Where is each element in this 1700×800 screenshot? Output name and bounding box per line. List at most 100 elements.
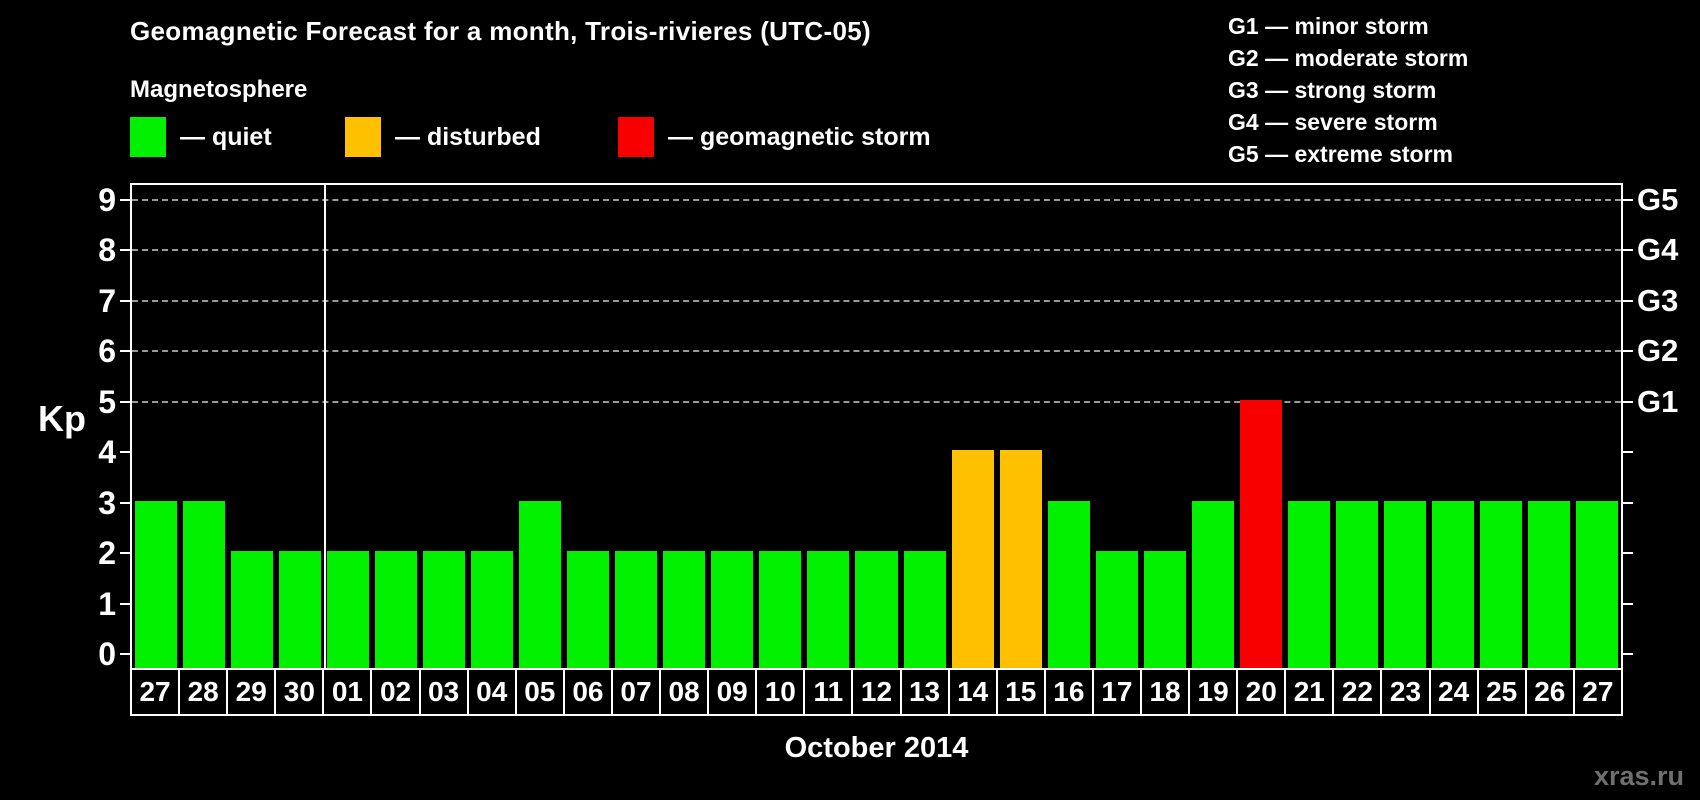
kp-tick-label: 4 — [98, 434, 116, 470]
date-cell-14: 14 — [947, 668, 998, 716]
kp-tick-label: 9 — [98, 181, 116, 218]
right-tick-kp2 — [1621, 552, 1633, 554]
kp-tick-label: 0 — [98, 636, 116, 672]
kp-bar-day-19 — [1191, 500, 1234, 668]
kp-tick-label: 5 — [98, 383, 116, 420]
date-cell-06: 06 — [562, 668, 613, 716]
g-scale-label: G1 — [1637, 383, 1679, 419]
left-tick-kp2 — [120, 552, 132, 554]
kp-bar-day-01 — [327, 551, 370, 668]
date-cell-16: 16 — [1043, 668, 1094, 716]
kp-tick-label: 2 — [98, 535, 116, 571]
kp-bar-day-27 — [135, 500, 178, 668]
g-scale-label: G3 — [1637, 282, 1679, 318]
right-tick-kp1 — [1621, 602, 1633, 605]
kp-bar-day-04 — [471, 551, 514, 668]
quiet-color-swatch — [130, 117, 166, 157]
right-tick-kp9 — [1621, 198, 1633, 201]
date-cell-27: 27 — [1572, 668, 1623, 716]
kp-bar-day-29 — [231, 551, 274, 668]
kp-bar-day-21 — [1287, 500, 1330, 668]
left-tick-kp7 — [120, 299, 132, 302]
date-cell-13: 13 — [899, 668, 950, 716]
date-cell-11: 11 — [803, 668, 854, 716]
g3-legend-line: G3 — strong storm — [1228, 77, 1437, 103]
magnetosphere-label: Magnetosphere — [130, 76, 308, 103]
magnetosphere-legend: — quiet — disturbed — geomagnetic storm — [0, 117, 1700, 159]
date-cell-20: 20 — [1236, 668, 1287, 716]
kp-tick-label: 3 — [98, 484, 116, 521]
gridline-kp8 — [132, 249, 1621, 251]
right-tick-kp8 — [1621, 249, 1633, 251]
date-cell-12: 12 — [851, 668, 902, 716]
watermark: xras.ru — [1593, 761, 1684, 791]
kp-bar-day-03 — [423, 551, 466, 668]
left-tick-kp4 — [120, 451, 132, 453]
gridline-kp5 — [132, 400, 1621, 403]
kp-bar-day-14 — [951, 450, 994, 668]
date-cell-15: 15 — [995, 668, 1046, 716]
date-cell-02: 02 — [370, 668, 421, 716]
kp-bar-day-12 — [855, 551, 898, 668]
kp-bar-day-08 — [663, 551, 706, 668]
right-tick-kp3 — [1621, 501, 1633, 504]
g5-legend-line: G5 — extreme storm — [1228, 141, 1453, 167]
kp-bar-day-15 — [999, 450, 1042, 668]
storm-scale-legend: G1 — minor storm G2 — moderate storm G3 … — [1228, 10, 1468, 170]
kp-bar-day-22 — [1335, 500, 1378, 668]
date-axis-row: 27 28 29 30 01 02 03 04 05 06 07 08 09 10 11 12 13 14 15 16… — [130, 668, 1623, 716]
right-tick-kp0 — [1621, 653, 1633, 655]
date-cell-30: 30 — [274, 668, 325, 716]
gridline-kp6 — [132, 350, 1621, 352]
kp-bar-day-02 — [375, 551, 418, 668]
legend-label-disturbed: — disturbed — [395, 123, 541, 151]
left-tick-kp8 — [120, 249, 132, 251]
kp-tick-label: 8 — [98, 232, 116, 268]
kp-tick-label: 1 — [98, 585, 116, 622]
date-cell-10: 10 — [755, 668, 806, 716]
kp-bar-day-27 — [1575, 500, 1618, 668]
kp-bar-day-07 — [615, 551, 658, 668]
right-tick-kp4 — [1621, 451, 1633, 453]
date-cell-19: 19 — [1188, 668, 1239, 716]
kp-tick-label: 6 — [98, 333, 116, 369]
date-cell-23: 23 — [1380, 668, 1431, 716]
kp-bar-day-13 — [903, 551, 946, 668]
left-tick-kp9 — [120, 198, 132, 201]
date-cell-29: 29 — [226, 668, 277, 716]
kp-bar-day-16 — [1047, 500, 1090, 668]
kp-bar-day-18 — [1143, 551, 1186, 668]
date-cell-05: 05 — [514, 668, 565, 716]
left-tick-kp6 — [120, 350, 132, 352]
legend-label-storm: — geomagnetic storm — [668, 123, 931, 151]
g1-legend-line: G1 — minor storm — [1228, 13, 1429, 39]
kp-bar-day-11 — [807, 551, 850, 668]
left-tick-kp5 — [120, 400, 132, 403]
date-cell-21: 21 — [1284, 668, 1335, 716]
date-cell-25: 25 — [1476, 668, 1527, 716]
date-cell-01: 01 — [322, 668, 373, 716]
disturbed-color-swatch — [345, 117, 381, 157]
date-cell-04: 04 — [466, 668, 517, 716]
kp-bar-day-05 — [519, 500, 562, 668]
month-boundary-line — [324, 185, 327, 668]
x-axis-title: October 2014 — [784, 732, 969, 764]
right-tick-kp6 — [1621, 350, 1633, 352]
date-cell-22: 22 — [1332, 668, 1383, 716]
g-scale-label: G4 — [1637, 232, 1679, 267]
kp-bar-day-20 — [1239, 399, 1282, 668]
date-cell-28: 28 — [178, 668, 229, 716]
gridline-kp7 — [132, 299, 1621, 302]
chart-title: Geomagnetic Forecast for a month, Trois-… — [130, 16, 871, 46]
g-scale-label: G5 — [1637, 181, 1679, 217]
kp-bar-day-26 — [1527, 500, 1570, 668]
date-cell-18: 18 — [1139, 668, 1191, 716]
left-tick-kp3 — [120, 501, 132, 504]
legend-label-quiet: — quiet — [180, 123, 272, 151]
kp-axis-label: Kp — [38, 398, 86, 439]
date-cell-03: 03 — [418, 668, 469, 716]
gridline-kp9 — [132, 198, 1621, 201]
kp-bar-day-24 — [1431, 500, 1474, 668]
kp-bar-day-10 — [759, 551, 802, 668]
